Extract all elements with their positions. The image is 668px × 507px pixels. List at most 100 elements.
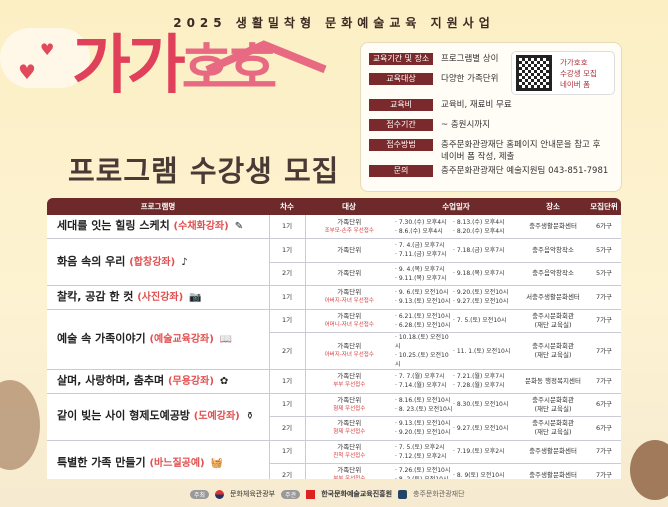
table-row: 화음 속의 우리 (합창강좌) ♪ 1기 가족단위 · 7. 4.(금) 오후7시 · 7… [47, 238, 621, 286]
place: 충주시문화회관 [532, 342, 574, 350]
date-column: · 9.20.(토) 오전10시 · 9.27.(토) 오전10시 [453, 288, 511, 306]
sewing-basket-icon: 🧺 [210, 458, 224, 469]
info-row: 교육기간 및 장소 프로그램별 상이 [369, 53, 505, 65]
table-row: 2기 가족단위 · 9. 4.(목) 오후7시 · 9.11.(목) 오후7시 · 9.… [47, 262, 621, 286]
unit-cell: 6가구 [587, 215, 621, 239]
column-header: 차수 [269, 198, 305, 215]
target: 가족단위 [337, 311, 362, 320]
class-date: · 8. 9(토) 오전10시 [453, 471, 505, 479]
info-value-line: ~ 충원시까지 [441, 120, 490, 130]
heart-icon: ♥ [40, 40, 55, 59]
place: 충주음악창작소 [532, 269, 574, 278]
class-date: · 7.11.(금) 오후7시 [395, 251, 447, 259]
round-cell: 1기 [269, 215, 306, 239]
column-header: 모집단위 [587, 198, 621, 215]
priority-note: 부부 우선접수 [308, 475, 392, 479]
target-cell: 가족단위 [305, 262, 393, 286]
unit-cell: 5가구 [587, 238, 621, 263]
class-date: · 7. 7.(월) 오후7시 [395, 373, 445, 381]
priority-note: 부부 우선접수 [333, 382, 366, 389]
info-value-line: 교육비, 재료비 무료 [441, 100, 512, 110]
place-detail: (재단 교육실) [534, 320, 572, 329]
qr-code[interactable] [516, 55, 552, 91]
dates-cell: · 7. 4.(금) 오후7시 · 7.11.(금) 오후7시 · 7.18.(금)… [393, 238, 519, 263]
target: 가족단위 [337, 342, 362, 350]
table-row: 2기가족단위부부 우선접수· 7.26.(토) 오전10시· 8. 2.(토) … [47, 463, 621, 479]
dates-cell: · 7.26.(토) 오전10시· 8. 2.(토) 오전10시· 8. 9(토… [393, 463, 519, 479]
dates-cell: · 9. 6.(토) 오전10시 · 9.13.(토) 오전10시 · 9.20.(… [393, 285, 519, 310]
place: 충주생활문화센터 [529, 222, 577, 230]
target: 가족단위 [337, 288, 362, 297]
class-date: · 9.27.(토) 오전10시 [453, 298, 509, 306]
class-date: · 10.18.(토) 오전10시 [395, 334, 449, 350]
info-value-line: 다양한 가족단위 [441, 74, 499, 84]
dates-cell: · 7. 7.(월) 오후7시 · 7.14.(월) 오후7시 · 7.21.(월)… [393, 369, 519, 394]
program-name-cell: 화음 속의 우리 (합창강좌) ♪ [47, 238, 270, 286]
place-detail: (재단 교육실) [534, 404, 572, 413]
unit-cell: 7가구 [587, 369, 621, 394]
info-row: 접수기간 ~ 충원시까지 [369, 119, 615, 131]
dates-cell: · 7.30.(수) 오후4시 · 8.6.(수) 오후4시 · 8.13.(수) … [393, 215, 519, 239]
unit-cell: 7가구 [587, 463, 621, 479]
logo: 가가호호 [72, 29, 277, 103]
target: 가족단위 [337, 419, 362, 428]
program-name-cell: 특별한 가족 만들기 (바느질공예) 🧺 [47, 440, 270, 479]
date-column: · 9. 4.(목) 오후7시 · 9.11.(목) 오후7시 [395, 265, 453, 283]
music-note-icon: ♪ [181, 256, 188, 268]
date-column: · 6.21.(토) 오전10시 · 6.28.(토) 오전10시 [395, 312, 453, 330]
place: 충주시문화회관 [532, 311, 574, 320]
class-date: · 8.20.(수) 오후4시 [453, 227, 505, 235]
qr-box[interactable]: 가가호호 수강생 모집 네이버 폼 [511, 51, 615, 95]
unit-cell: 6가구 [587, 416, 621, 441]
date-column: · 11. 1.(토) 오전10시 [453, 347, 511, 356]
class-date: · 6.21.(토) 오전10시 [395, 312, 451, 320]
date-column: · 7. 5.(토) 오후2시 · 7.12.(토) 오후2시 [395, 443, 453, 461]
info-row: 문의 충주문화관광재단 예술지원팀 043-851-7981 [369, 165, 615, 177]
date-column: · 8. 9(토) 오전10시 [453, 471, 511, 479]
program-category: (무용강좌) [167, 375, 214, 387]
table-row: 특별한 가족 만들기 (바느질공예) 🧺 1기 가족단위 친척 우선접수 · 7. 5.(… [47, 440, 621, 479]
class-date: · 8.30.(토) 오전10시 [453, 401, 509, 409]
priority-note: 아버지-자녀 우선접수 [324, 298, 374, 305]
place-cell: 충주음악창작소 [519, 238, 587, 263]
date-column: · 8.30.(토) 오전10시 [453, 400, 511, 409]
target: 가족단위 [337, 269, 362, 278]
dates-cell: · 8.16.(토) 오전10시 · 8. 23.(토) 오전10시 · 8.30.… [393, 393, 519, 417]
round-cell: 2기 [269, 262, 306, 286]
place-cell: 충주시문화회관 (재단 교육실) [519, 416, 587, 441]
date-column: · 9. 6.(토) 오전10시 · 9.13.(토) 오전10시 [395, 288, 453, 306]
target-cell: 가족단위 아버지-자녀 우선접수 [305, 332, 393, 370]
target: 가족단위 [337, 217, 362, 226]
target: 가족단위 [337, 466, 362, 475]
person-illustration [630, 440, 668, 500]
place-cell: 충주음악창작소 [519, 262, 587, 286]
program-category: (도예강좌) [193, 411, 240, 422]
target-cell: 가족단위 어머니-자녀 우선접수 [305, 309, 393, 333]
program-name: 특별한 가족 만들기 [57, 456, 146, 469]
date-column: · 7. 7.(월) 오후7시 · 7.14.(월) 오후7시 [395, 372, 453, 390]
program-name: 화음 속의 우리 [57, 254, 126, 268]
arte-logo-icon [306, 489, 316, 499]
table-row: 같이 빚는 사이 형제도예공방 (도예강좌) ⚱ 1기 가족단위 형제 우선접수 · 8.… [47, 393, 621, 441]
column-header: 대상 [305, 198, 393, 215]
class-date: · 7.14.(월) 오후7시 [395, 382, 447, 390]
program-name: 같이 빚는 사이 형제도예공방 [57, 409, 190, 422]
class-date: · 8. 23.(토) 오전10시 [395, 405, 453, 413]
class-date: · 11. 1.(토) 오전10시 [453, 347, 511, 355]
target-cell: 가족단위 형제 우선접수 [305, 393, 393, 417]
footer-sponsors: 주최 문화체육관광부 주관 한국문화예술교육진흥원 충주문화관광재단 [190, 489, 465, 499]
host-name: 문화체육관광부 [230, 490, 276, 498]
info-value: 프로그램별 상이 [441, 53, 498, 65]
info-value-line: 충주문화관광재단 예술지원팀 043-851-7981 [441, 166, 609, 176]
qr-caption: 가가호호 수강생 모집 네이버 폼 [560, 57, 597, 90]
info-row: 교육대상 다양한 가족단위 [369, 73, 505, 85]
place-cell: 충주생활문화센터 [519, 215, 587, 239]
program-name: 세대를 잇는 힐링 스케치 [57, 219, 170, 232]
round-cell: 2기 [269, 416, 306, 441]
info-row: 교육비 교육비, 재료비 무료 [369, 99, 615, 111]
dates-cell: · 9. 4.(목) 오후7시 · 9.11.(목) 오후7시 · 9.18.(목)… [393, 262, 519, 286]
dates-cell: · 6.21.(토) 오전10시 · 6.28.(토) 오전10시 · 7. 5.(… [393, 309, 519, 333]
place-cell: 충주시문화회관 (재단 교육실) [519, 332, 587, 370]
heart-icon: ♥ [18, 60, 36, 84]
